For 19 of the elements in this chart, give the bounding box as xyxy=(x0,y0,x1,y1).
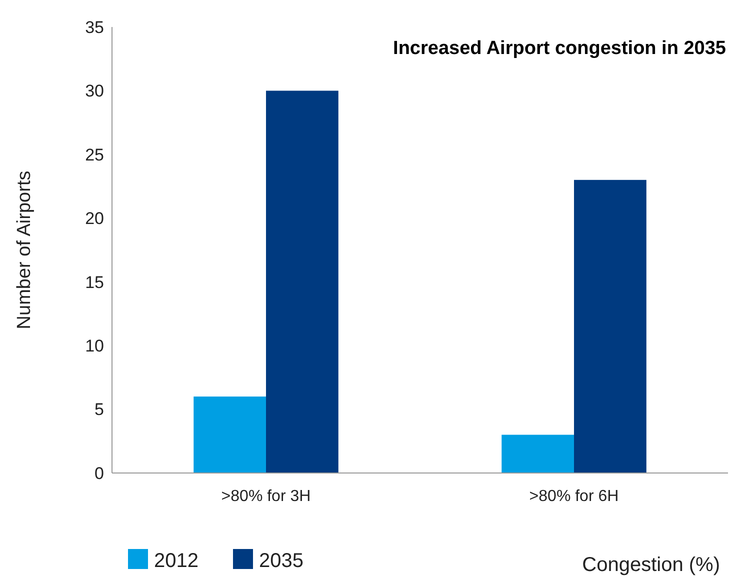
y-tick-label: 0 xyxy=(94,464,104,483)
y-tick-label: 15 xyxy=(85,272,104,292)
y-axis-title: Number of Airports xyxy=(14,170,35,330)
legend-label: 2035 xyxy=(259,550,304,572)
y-tick-label: 35 xyxy=(85,18,104,37)
bar xyxy=(266,90,338,473)
bar xyxy=(574,180,646,473)
y-tick-label: 30 xyxy=(85,82,104,101)
y-tick-label: 20 xyxy=(85,209,104,228)
x-axis-title: Congestion (%) xyxy=(582,554,720,576)
legend-label: 2012 xyxy=(154,550,198,572)
y-tick-label: 10 xyxy=(85,336,104,356)
y-tick-label: 25 xyxy=(85,145,104,164)
y-tick-label: 5 xyxy=(94,400,104,420)
text: Increased Airport congestion in 2035 xyxy=(393,38,726,59)
bar xyxy=(502,434,574,473)
x-tick-label: >80% for 3H xyxy=(221,488,311,505)
x-tick-label: >80% for 6H xyxy=(529,488,619,505)
bar xyxy=(194,396,266,473)
